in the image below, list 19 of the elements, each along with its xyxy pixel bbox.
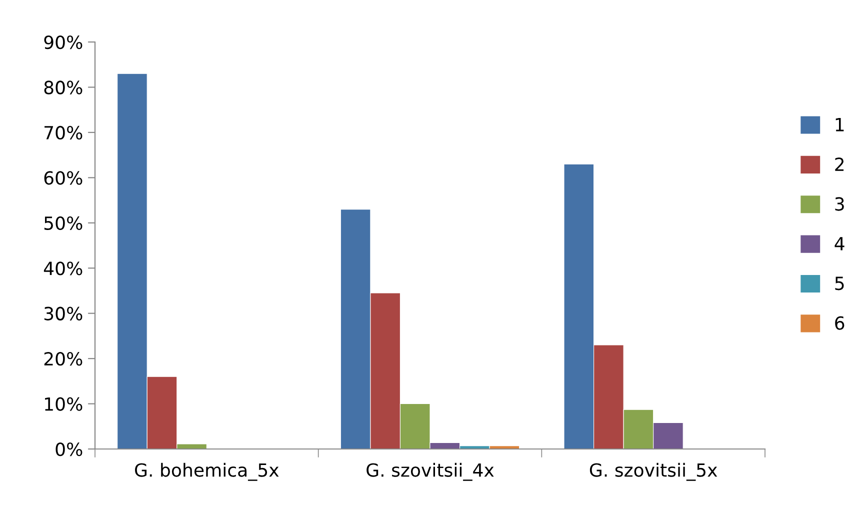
- y-tick-label: 50%: [44, 216, 82, 230]
- y-tick-label: 0%: [56, 442, 82, 456]
- legend-label: 5: [835, 276, 844, 290]
- legend-label: 2: [835, 157, 844, 171]
- y-tick-label: 20%: [44, 352, 82, 366]
- y-tick-label: 70%: [44, 126, 82, 140]
- x-tick-label: G. bohemica_5x: [135, 462, 279, 481]
- legend-label: 4: [834, 237, 844, 250]
- legend-label: 6: [835, 316, 844, 330]
- x-tick-label: G. szovitsii_4x: [366, 462, 494, 481]
- y-tick-label: 60%: [44, 171, 82, 185]
- x-tick-label: G. szovitsii_5x: [590, 462, 718, 481]
- y-tick-label: 90%: [44, 35, 82, 50]
- y-tick-label: 40%: [44, 262, 82, 276]
- legend-label: 1: [836, 118, 844, 132]
- legend-label: 3: [835, 197, 844, 211]
- y-tick-label: 10%: [45, 397, 82, 411]
- y-tick-label: 30%: [44, 306, 82, 320]
- y-tick-label: 80%: [44, 80, 82, 94]
